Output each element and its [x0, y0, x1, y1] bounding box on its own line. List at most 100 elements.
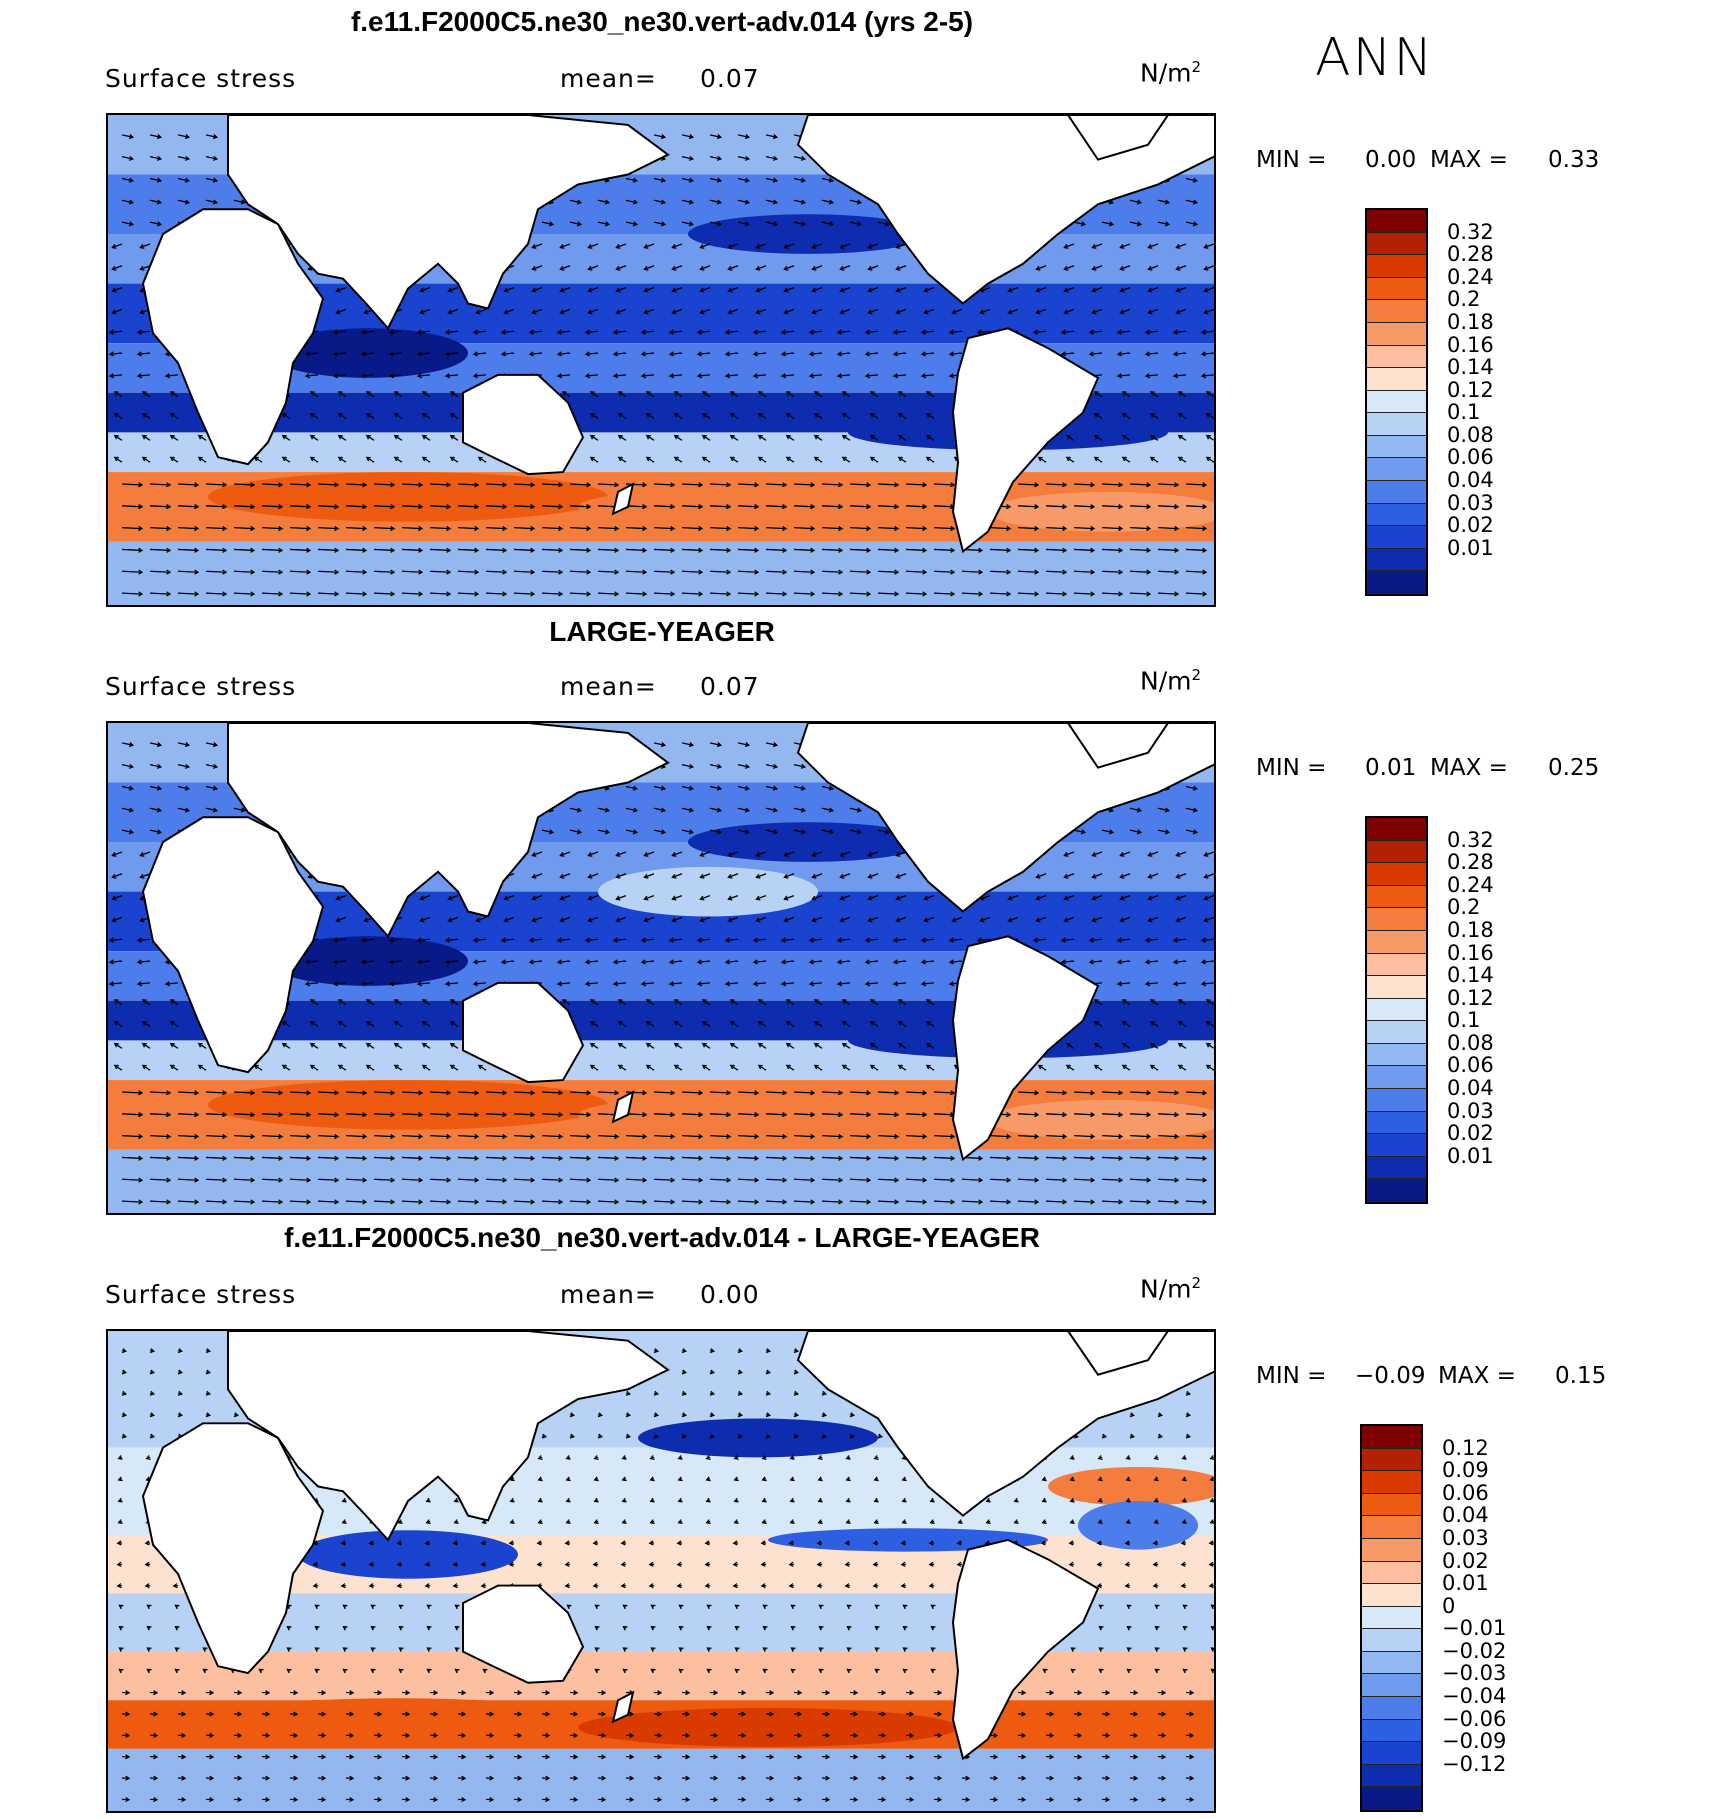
colorbar-swatch: [1362, 1674, 1421, 1698]
colorbar-swatch: [1367, 390, 1426, 414]
colorbar-swatch: [1362, 1561, 1421, 1585]
panel-3-units: N/m2: [1140, 1274, 1202, 1304]
colorbar-level-label: 0.14: [1447, 963, 1494, 988]
stress-field: [108, 1331, 1214, 1811]
panel-3-max-label: MAX =: [1438, 1363, 1516, 1389]
panel-2-min-label: MIN =: [1256, 755, 1327, 781]
colorbar-swatch: [1367, 1089, 1426, 1112]
colorbar-swatch: [1362, 1629, 1421, 1652]
colorbar-swatch: [1367, 232, 1426, 256]
colorbar-level-label: 0.08: [1447, 1030, 1494, 1055]
panel-1-max-label: MAX =: [1430, 147, 1508, 173]
colorbar-swatch: [1362, 1742, 1421, 1765]
colorbar-level-label: 0.06: [1442, 1480, 1489, 1505]
colorbar-level-label: 0.12: [1442, 1435, 1489, 1460]
colorbar-level-label: 0.02: [1447, 513, 1494, 538]
colorbar-swatch: [1367, 930, 1426, 954]
panel-3-min-value: −0.09: [1355, 1363, 1426, 1389]
colorbar-level-label: 0.02: [1442, 1548, 1489, 1573]
colorbar-swatch: [1367, 435, 1426, 459]
colorbar-swatch: [1367, 277, 1426, 301]
colorbar-level-label: 0.18: [1447, 309, 1494, 334]
panel-2-mean-value: 0.07: [700, 672, 760, 701]
colorbar-swatch: [1362, 1493, 1421, 1517]
colorbar-swatch: [1367, 210, 1426, 233]
panel-2-units: N/m2: [1140, 666, 1202, 696]
colorbar-swatch: [1367, 1179, 1426, 1202]
panel-3-mean-label: mean=: [560, 1280, 657, 1309]
colorbar-level-label: 0.12: [1447, 377, 1494, 402]
colorbar-level-label: 0.1: [1447, 1008, 1481, 1033]
colorbar-swatch: [1367, 1043, 1426, 1067]
colorbar-level-label: 0.32: [1447, 219, 1494, 244]
colorbar-level-label: 0.04: [1447, 1076, 1494, 1101]
colorbar-level-label: 0.12: [1447, 985, 1494, 1010]
colorbar-level-label: 0.01: [1442, 1571, 1489, 1596]
colorbar-swatch: [1367, 481, 1426, 504]
panel-1-min-value: 0.00: [1365, 147, 1417, 173]
colorbar-level-label: 0.08: [1447, 422, 1494, 447]
colorbar-level-label: 0.16: [1447, 940, 1494, 965]
colorbar-swatch: [1362, 1516, 1421, 1539]
colorbar-level-label: 0.28: [1447, 242, 1494, 267]
colorbar-swatch: [1367, 863, 1426, 886]
colorbar-level-label: 0.01: [1447, 1143, 1494, 1168]
colorbar-swatch: [1362, 1787, 1421, 1810]
stress-field: [108, 115, 1214, 605]
colorbar-level-label: −0.12: [1442, 1751, 1507, 1776]
colorbar-level-label: 0.01: [1447, 535, 1494, 560]
panel-2-max-value: 0.25: [1548, 755, 1600, 781]
colorbar-swatch: [1367, 818, 1426, 841]
colorbar-level-label: 0.2: [1447, 287, 1481, 312]
panel-1-units: N/m2: [1140, 58, 1202, 88]
panel-2-subtitle: Surface stress: [105, 672, 297, 701]
colorbar-swatch: [1362, 1606, 1421, 1630]
colorbar-swatch: [1362, 1651, 1421, 1675]
colorbar-swatch: [1367, 908, 1426, 931]
colorbar-level-label: 0.16: [1447, 332, 1494, 357]
colorbar-swatch: [1367, 885, 1426, 909]
colorbar-swatch: [1362, 1471, 1421, 1494]
panel-3-title: f.e11.F2000C5.ne30_ne30.vert-adv.014 - L…: [284, 1222, 1040, 1253]
colorbar-swatch: [1367, 1134, 1426, 1157]
panel-1-min-label: MIN =: [1256, 147, 1327, 173]
colorbar-swatch: [1367, 976, 1426, 999]
colorbar-level-label: 0.2: [1447, 895, 1481, 920]
panel-2-title: LARGE-YEAGER: [549, 616, 775, 647]
colorbar-level-label: −0.09: [1442, 1729, 1507, 1754]
colorbar-level-label: 0.04: [1442, 1503, 1489, 1528]
colorbar-level-label: −0.01: [1442, 1616, 1507, 1641]
panel-3-map: [106, 1329, 1216, 1813]
colorbar-swatch: [1367, 458, 1426, 482]
colorbar-swatch: [1362, 1426, 1421, 1449]
panel-1-max-value: 0.33: [1548, 147, 1600, 173]
colorbar-level-label: −0.02: [1442, 1638, 1507, 1663]
season-label: ANN: [1315, 28, 1435, 88]
colorbar-level-label: 0.28: [1447, 850, 1494, 875]
colorbar-level-label: −0.04: [1442, 1684, 1507, 1709]
panel-2-mean-label: mean=: [560, 672, 657, 701]
colorbar-swatch: [1362, 1448, 1421, 1472]
colorbar-level-label: 0.1: [1447, 400, 1481, 425]
colorbar-swatch: [1362, 1697, 1421, 1720]
colorbar-level-label: −0.06: [1442, 1706, 1507, 1731]
colorbar-swatch: [1367, 255, 1426, 278]
colorbar-level-label: 0.03: [1442, 1525, 1489, 1550]
colorbar-swatch: [1367, 1066, 1426, 1090]
colorbar-level-label: 0.06: [1447, 1053, 1494, 1078]
panel-2-colorbar: [1365, 816, 1428, 1204]
panel-2-min-value: 0.01: [1365, 755, 1417, 781]
colorbar-level-label: 0.02: [1447, 1121, 1494, 1146]
stress-field: [108, 723, 1214, 1213]
panel-1-map: [106, 113, 1216, 607]
panel-1-subtitle: Surface stress: [105, 64, 297, 93]
colorbar-level-label: 0.18: [1447, 917, 1494, 942]
colorbar-level-label: 0.24: [1447, 264, 1494, 289]
panel-3-subtitle: Surface stress: [105, 1280, 297, 1309]
colorbar-level-label: 0: [1442, 1593, 1456, 1618]
colorbar-level-label: −0.03: [1442, 1661, 1507, 1686]
colorbar-swatch: [1362, 1764, 1421, 1788]
colorbar-swatch: [1362, 1719, 1421, 1743]
colorbar-level-label: 0.03: [1447, 490, 1494, 515]
colorbar-level-label: 0.03: [1447, 1098, 1494, 1123]
